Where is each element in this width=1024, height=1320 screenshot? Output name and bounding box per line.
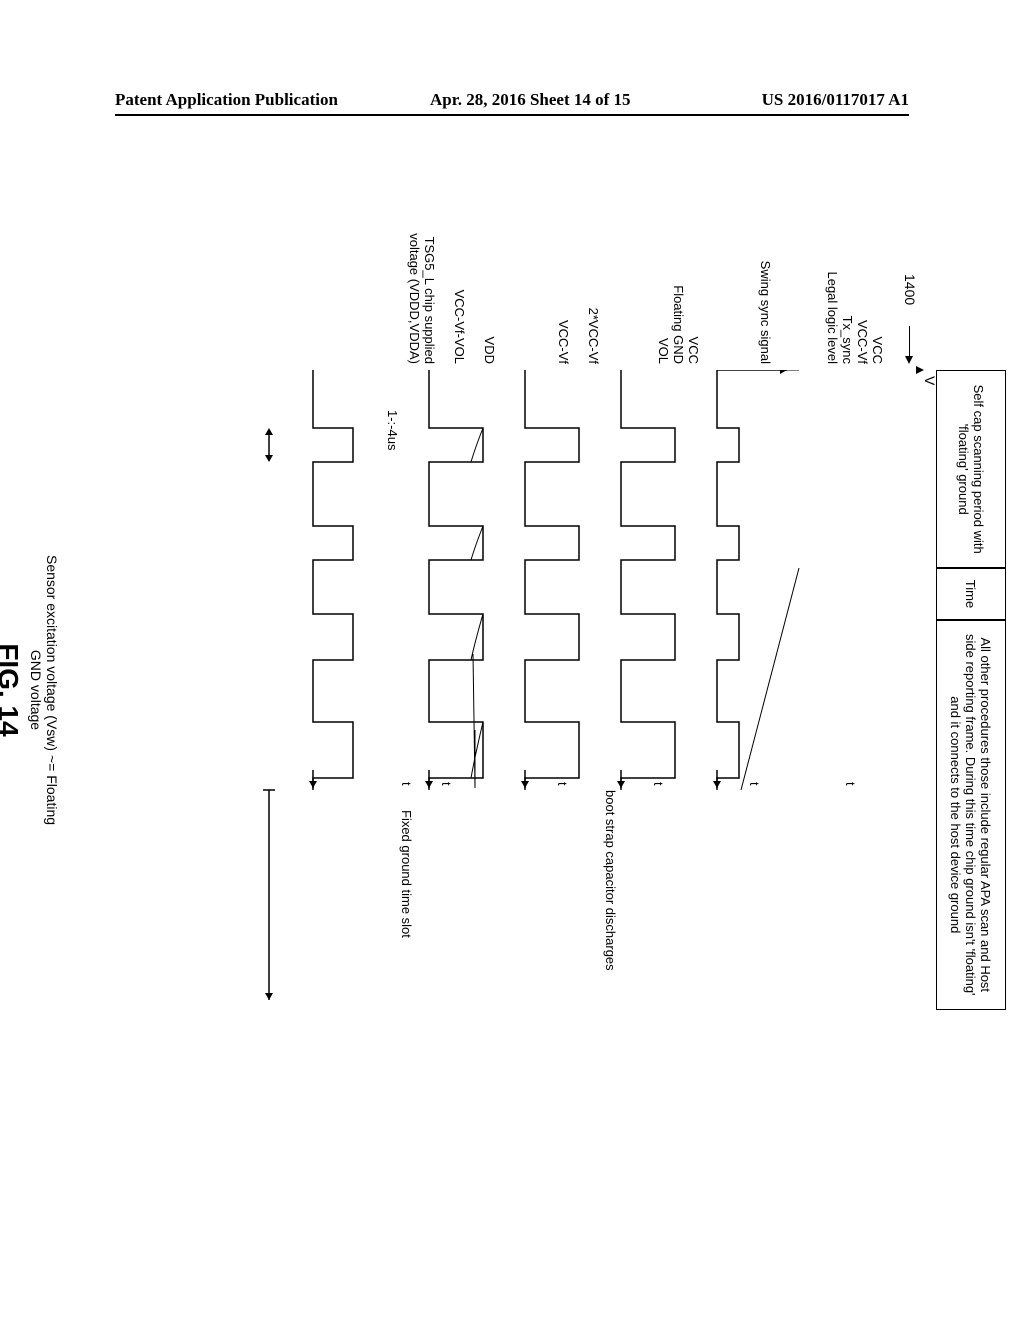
- t-marker-2: t: [747, 782, 762, 786]
- colbox-other: All other procedures those include regul…: [936, 620, 1006, 1010]
- row2-labels: Swing sync signal: [757, 190, 772, 364]
- colbox-selfcap: Self cap scanning period with 'floating'…: [936, 370, 1006, 568]
- header-boxes: Self cap scanning period with 'floating'…: [936, 370, 1006, 1010]
- row4-labels: 2*VCC-Vf VCC-Vf: [555, 190, 600, 364]
- bootstrap-annotation: boot strap capacitor discharges: [603, 790, 618, 971]
- header-left: Patent Application Publication: [115, 90, 338, 110]
- t-marker-5: t: [439, 782, 454, 786]
- colbox-time: Time: [936, 568, 1006, 619]
- header-center: Apr. 28, 2016 Sheet 14 of 15: [430, 90, 631, 110]
- ref-num-1400: 1400: [902, 274, 918, 305]
- waveform-region: 1400 V VCCVCC-VfTx_syncLegal logic level…: [80, 370, 914, 1010]
- row3-labels: VCCFloating GNDVOL: [655, 190, 700, 364]
- ref-arrow: [909, 326, 910, 362]
- figure-14: Scan frame Self cap scanning period with…: [40, 370, 1000, 1010]
- timing-diagram: [80, 370, 914, 1010]
- caption-line2: GND voltage: [28, 650, 44, 730]
- header-right: US 2016/0117017 A1: [762, 90, 909, 110]
- v-axis-label: V: [922, 376, 938, 385]
- row5-labels: VDD VCC-Vf-VOL TSG5_L chip suppliedvolta…: [406, 190, 496, 364]
- pulse-width-annotation: 1-:-4us: [385, 410, 400, 450]
- figure-caption: Sensor excitation voltage (Vsw) ~= Float…: [28, 555, 60, 825]
- row1-labels: VCCVCC-VfTx_syncLegal logic level: [824, 190, 884, 364]
- v-axis-arrowhead: [916, 366, 924, 374]
- header-rule: [115, 114, 909, 116]
- t-marker-6: t: [399, 782, 414, 786]
- figure-label: FIG. 14: [0, 643, 24, 736]
- caption-line1: Sensor excitation voltage (Vsw) ~= Float…: [44, 555, 60, 825]
- t-marker-1: t: [843, 782, 858, 786]
- t-marker-4: t: [555, 782, 570, 786]
- t-marker-3: t: [651, 782, 666, 786]
- fixed-ground-label: Fixed ground time slot: [399, 810, 414, 938]
